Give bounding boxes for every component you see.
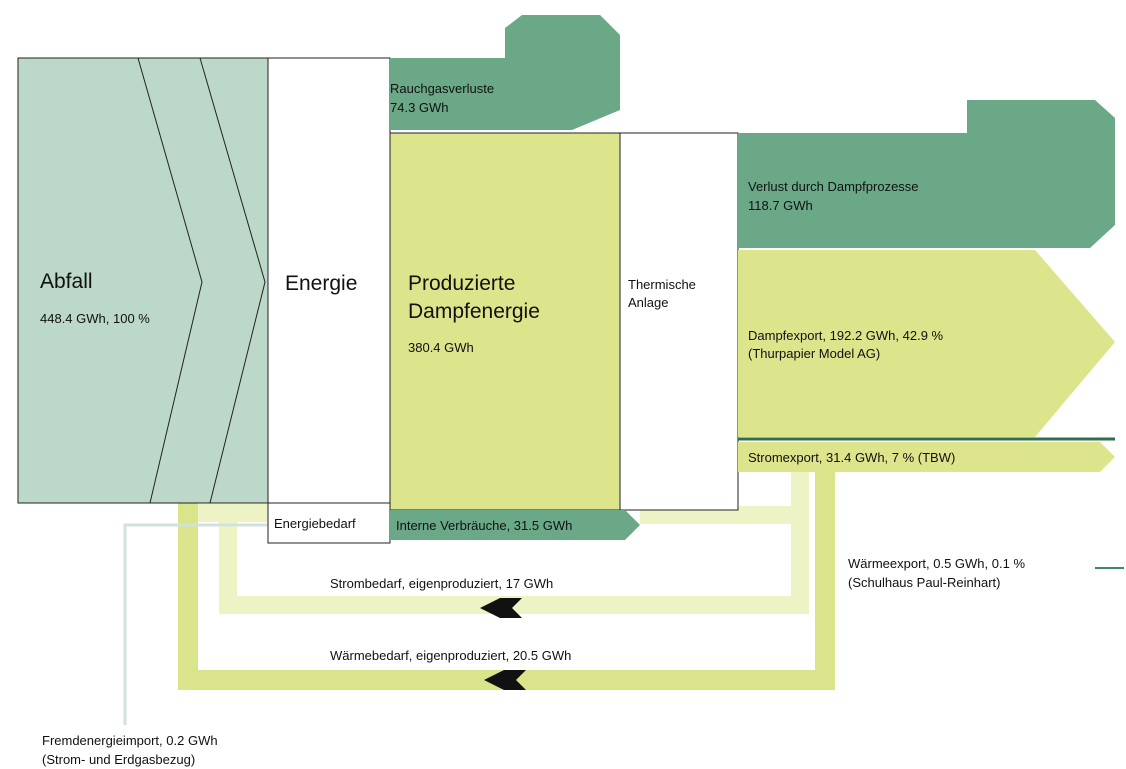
- value: 118.7 GWh: [748, 198, 813, 213]
- arrow-marker: [484, 670, 526, 690]
- label: Verlust durch Dampfprozesse: [748, 179, 919, 194]
- label: Energiebedarf: [274, 516, 356, 531]
- chevron: [137, 57, 266, 504]
- value: 74.3 GWh: [390, 100, 449, 115]
- steam-export: [738, 250, 1115, 437]
- label: Produzierte: [408, 272, 515, 295]
- label: Interne Verbräuche, 31.5 GWh: [396, 518, 572, 533]
- steam-box: [389, 132, 621, 511]
- label: Thermische: [628, 277, 696, 292]
- flow-label: Wärmeexport, 0.5 GWh, 0.1 %: [848, 556, 1025, 571]
- label: Energie: [285, 272, 357, 295]
- flow-label: Fremdenergieimport, 0.2 GWh: [42, 733, 218, 748]
- value: 448.4 GWh, 100 %: [40, 311, 150, 326]
- flue-loss: [390, 15, 620, 130]
- label: Dampfenergie: [408, 300, 540, 323]
- power-export: [738, 442, 1115, 472]
- flow-label: Wärmebedarf, eigenproduziert, 20.5 GWh: [330, 648, 571, 663]
- label: Stromexport, 31.4 GWh, 7 % (TBW): [748, 450, 955, 465]
- flow-label: Strombedarf, eigenproduziert, 17 GWh: [330, 576, 553, 591]
- internal-use: [390, 510, 640, 540]
- label: Rauchgasverluste: [390, 81, 494, 96]
- steam-loss: [738, 100, 1115, 248]
- demand-box: [267, 502, 391, 544]
- energy-box: [267, 57, 391, 504]
- value: 380.4 GWh: [408, 340, 474, 355]
- flow-label: (Strom- und Erdgasbezug): [42, 752, 195, 767]
- label: Anlage: [628, 295, 668, 310]
- import-line: [123, 523, 268, 725]
- plant-box: [619, 132, 739, 511]
- label: Dampfexport, 192.2 GWh, 42.9 %: [748, 328, 944, 343]
- waste-box: [17, 57, 269, 504]
- label: (Thurpapier Model AG): [748, 346, 880, 361]
- flow-label: (Schulhaus Paul-Reinhart): [848, 575, 1000, 590]
- arrow-marker: [480, 598, 522, 618]
- label: Abfall: [40, 270, 93, 293]
